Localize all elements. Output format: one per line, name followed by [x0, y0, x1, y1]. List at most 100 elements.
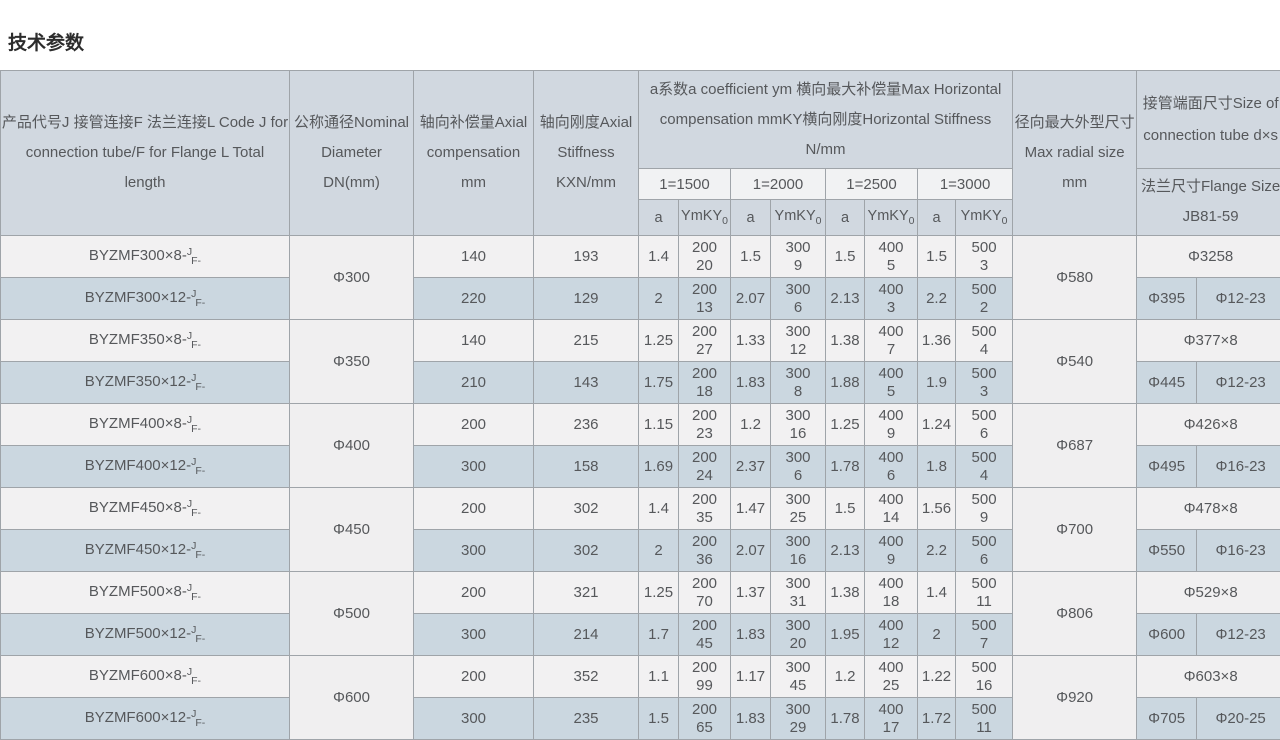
- a-coefficient-cell: 1.2: [826, 656, 865, 698]
- flange-bolt-cell: Φ16-23: [1197, 530, 1280, 572]
- a-coefficient-cell: 1.7: [639, 614, 679, 656]
- product-code-cell: BYZMF350×8-JF-: [1, 320, 290, 362]
- tube-size-cell: Φ603×8: [1137, 656, 1280, 698]
- header-a-4: a: [918, 200, 956, 236]
- product-code-cell: BYZMF450×8-JF-: [1, 488, 290, 530]
- a-coefficient-cell: 1.78: [826, 446, 865, 488]
- a-coefficient-cell: 1.4: [639, 236, 679, 278]
- header-ymky-3: YmKY0: [865, 200, 918, 236]
- nominal-diameter-cell: Φ500: [290, 572, 414, 656]
- a-coefficient-cell: 2: [918, 614, 956, 656]
- a-coefficient-cell: 1.37: [731, 572, 771, 614]
- a-coefficient-cell: 1.47: [731, 488, 771, 530]
- axial-stiffness-cell: 193: [534, 236, 639, 278]
- flange-diameter-cell: Φ445: [1137, 362, 1197, 404]
- axial-compensation-cell: 200: [414, 656, 534, 698]
- flange-diameter-cell: Φ550: [1137, 530, 1197, 572]
- header-a-2: a: [731, 200, 771, 236]
- nominal-diameter-cell: Φ300: [290, 236, 414, 320]
- product-code-cell: BYZMF300×12-JF-: [1, 278, 290, 320]
- a-coefficient-cell: 1.15: [639, 404, 679, 446]
- a-coefficient-cell: 1.1: [639, 656, 679, 698]
- a-coefficient-cell: 1.22: [918, 656, 956, 698]
- flange-bolt-cell: Φ12-23: [1197, 278, 1280, 320]
- a-coefficient-cell: 1.5: [731, 236, 771, 278]
- tube-size-cell: Φ529×8: [1137, 572, 1280, 614]
- max-radial-cell: Φ580: [1013, 236, 1137, 320]
- flange-diameter-cell: Φ600: [1137, 614, 1197, 656]
- nominal-diameter-cell: Φ350: [290, 320, 414, 404]
- a-coefficient-cell: 1.36: [918, 320, 956, 362]
- header-horizontal-group: a系数a coefficient ym 横向最大补偿量Max Horizonta…: [639, 71, 1013, 169]
- header-length-3000: 1=3000: [918, 169, 1013, 200]
- product-code-cell: BYZMF600×12-JF-: [1, 698, 290, 740]
- product-code-cell: BYZMF400×8-JF-: [1, 404, 290, 446]
- a-coefficient-cell: 2.13: [826, 530, 865, 572]
- flange-bolt-cell: Φ12-23: [1197, 362, 1280, 404]
- a-coefficient-cell: 2.07: [731, 530, 771, 572]
- axial-compensation-cell: 300: [414, 698, 534, 740]
- nominal-diameter-cell: Φ400: [290, 404, 414, 488]
- axial-stiffness-cell: 214: [534, 614, 639, 656]
- a-coefficient-cell: 2: [639, 278, 679, 320]
- header-length-1500: 1=1500: [639, 169, 731, 200]
- a-coefficient-cell: 1.5: [918, 236, 956, 278]
- a-coefficient-cell: 1.83: [731, 362, 771, 404]
- a-coefficient-cell: 1.5: [639, 698, 679, 740]
- axial-stiffness-cell: 235: [534, 698, 639, 740]
- product-code-cell: BYZMF450×12-JF-: [1, 530, 290, 572]
- a-coefficient-cell: 2.37: [731, 446, 771, 488]
- a-coefficient-cell: 1.78: [826, 698, 865, 740]
- axial-compensation-cell: 200: [414, 488, 534, 530]
- a-coefficient-cell: 1.5: [826, 236, 865, 278]
- a-coefficient-cell: 2: [639, 530, 679, 572]
- a-coefficient-cell: 1.69: [639, 446, 679, 488]
- a-coefficient-cell: 1.25: [826, 404, 865, 446]
- flange-bolt-cell: Φ20-25: [1197, 698, 1280, 740]
- a-coefficient-cell: 1.5: [826, 488, 865, 530]
- axial-stiffness-cell: 302: [534, 488, 639, 530]
- axial-compensation-cell: 300: [414, 530, 534, 572]
- axial-compensation-cell: 300: [414, 614, 534, 656]
- axial-stiffness-cell: 158: [534, 446, 639, 488]
- header-ymky-2: YmKY0: [771, 200, 826, 236]
